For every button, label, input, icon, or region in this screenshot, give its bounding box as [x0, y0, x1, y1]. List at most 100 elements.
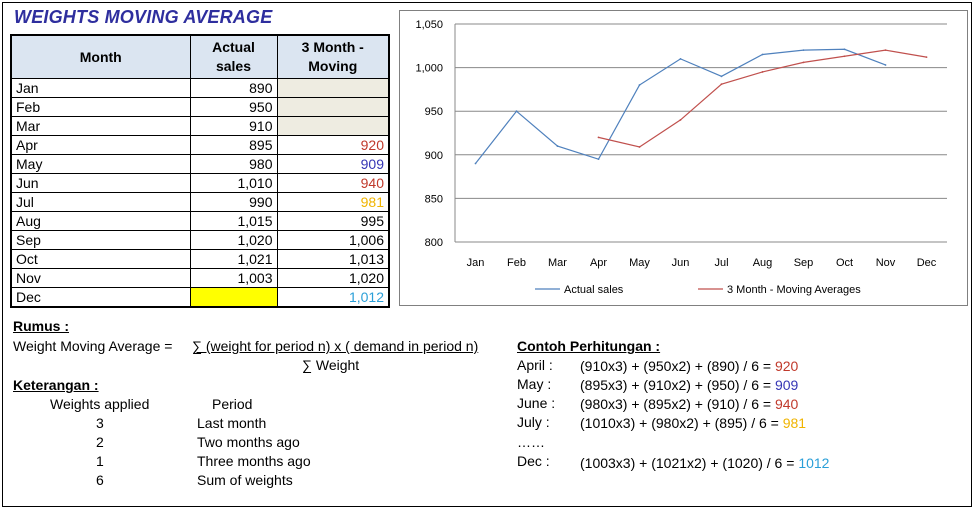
legend-label-moving-average: 3 Month - Moving Averages: [727, 284, 861, 296]
table-row: May 980 909: [10, 154, 390, 174]
cell-actual-sales[interactable]: 1,020: [189, 230, 278, 250]
x-tick-label: Feb: [507, 257, 526, 269]
cell-moving-average[interactable]: 1,013: [276, 249, 390, 269]
cell-actual-sales[interactable]: 895: [189, 135, 278, 155]
data-point: [474, 162, 477, 165]
data-point: [638, 146, 641, 148]
cell-actual-sales[interactable]: 910: [189, 116, 278, 136]
formula-denominator: ∑ Weight: [302, 357, 360, 373]
table-row: Jun 1,010 940: [10, 173, 390, 193]
cell-actual-sales[interactable]: 1,021: [189, 249, 278, 269]
table-row: Jul 990 981: [10, 192, 390, 212]
header-month[interactable]: Month: [10, 34, 191, 79]
example-result: 940: [774, 396, 799, 412]
cell-actual-sales[interactable]: [189, 287, 278, 308]
notes-col-weights: Weights applied: [50, 396, 150, 412]
header-actual-sales[interactable]: Actual sales: [189, 34, 278, 79]
formula-label: Weight Moving Average =: [13, 338, 173, 354]
cell-month[interactable]: Jun: [10, 173, 191, 193]
cell-moving-average[interactable]: 940: [276, 173, 390, 193]
cell-moving-average[interactable]: 1,012: [276, 287, 390, 308]
data-point: [597, 158, 600, 161]
cell-actual-sales[interactable]: 990: [189, 192, 278, 212]
x-tick-label: Sep: [794, 257, 814, 269]
cell-moving-average[interactable]: [276, 97, 390, 117]
data-point: [884, 49, 887, 52]
example-result: 981: [782, 415, 807, 431]
cell-actual-sales[interactable]: 950: [189, 97, 278, 117]
cell-month[interactable]: Oct: [10, 249, 191, 269]
y-tick-label: 1,000: [415, 63, 443, 75]
cell-actual-sales[interactable]: 890: [189, 78, 278, 98]
cell-actual-sales[interactable]: 1,010: [189, 173, 278, 193]
table-row: Dec 1,012: [10, 287, 390, 308]
cell-actual-sales[interactable]: 980: [189, 154, 278, 174]
cell-month[interactable]: Feb: [10, 97, 191, 117]
data-point: [761, 71, 764, 73]
cell-month[interactable]: May: [10, 154, 191, 174]
table-row: Sep 1,020 1,006: [10, 230, 390, 250]
data-point: [679, 119, 682, 121]
data-point: [720, 75, 723, 78]
cell-month[interactable]: Mar: [10, 116, 191, 136]
example-formula: (980x3) + (895x2) + (910) / 6 =: [580, 396, 775, 412]
x-tick-label: May: [629, 257, 650, 269]
data-point: [761, 53, 764, 56]
table-row: Feb 950: [10, 97, 390, 117]
y-tick-label: 1,050: [415, 19, 443, 31]
notes-period: Last month: [197, 415, 267, 431]
x-tick-label: Apr: [590, 257, 607, 269]
sheet-title: WEIGHTS MOVING AVERAGE: [14, 7, 273, 27]
cell-moving-average[interactable]: 1,006: [276, 230, 390, 250]
series-line-moving-average: [598, 49, 927, 148]
notes-period: Two months ago: [197, 434, 300, 450]
notes-weight: 2: [96, 434, 104, 450]
series-line-actual-sales: [475, 48, 886, 164]
cell-moving-average[interactable]: [276, 116, 390, 136]
table-row: Jan 890: [10, 78, 390, 98]
cell-moving-average[interactable]: 981: [276, 192, 390, 212]
example-dec-label: Dec :: [517, 453, 550, 469]
notes-period: Three months ago: [197, 453, 311, 469]
formula-heading: Rumus :: [13, 318, 69, 334]
cell-actual-sales[interactable]: 1,003: [189, 268, 278, 288]
data-point: [597, 136, 600, 139]
cell-moving-average[interactable]: 920: [276, 135, 390, 155]
example-dec-expr: (1003x3) + (1021x2) + (1020) / 6 = 1012: [580, 455, 829, 471]
table-row: Nov 1,003 1,020: [10, 268, 390, 288]
x-tick-label: Mar: [548, 257, 567, 269]
cell-month[interactable]: Apr: [10, 135, 191, 155]
example-label: May :: [517, 376, 552, 392]
cell-moving-average[interactable]: 909: [276, 154, 390, 174]
cell-month[interactable]: Jul: [10, 192, 191, 212]
cell-month[interactable]: Dec: [10, 287, 191, 308]
header-moving[interactable]: 3 Month - Moving: [276, 34, 390, 79]
cell-month[interactable]: Sep: [10, 230, 191, 250]
data-point: [638, 84, 641, 86]
notes-weight: 6: [96, 472, 104, 488]
example-expression: (895x3) + (910x2) + (950) / 6 = 909: [580, 377, 798, 393]
example-formula: (910x3) + (950x2) + (890) / 6 =: [580, 358, 775, 374]
cell-month[interactable]: Aug: [10, 211, 191, 231]
cell-actual-sales[interactable]: 1,015: [189, 211, 278, 231]
notes-col-period: Period: [212, 396, 253, 412]
cell-moving-average[interactable]: 1,020: [276, 268, 390, 288]
example-heading: Contoh Perhitungan :: [517, 338, 661, 354]
example-label: June :: [517, 395, 556, 411]
x-tick-label: Jun: [672, 257, 690, 269]
data-point: [925, 56, 928, 59]
y-tick-label: 950: [425, 106, 443, 118]
cell-month[interactable]: Jan: [10, 78, 191, 98]
example-formula: (1010x3) + (980x2) + (895) / 6 =: [580, 415, 783, 431]
example-dec-result: 1012: [798, 455, 830, 471]
cell-moving-average[interactable]: 995: [276, 211, 390, 231]
data-point: [802, 49, 805, 52]
cell-moving-average[interactable]: [276, 78, 390, 98]
header-actual-line2: sales: [215, 58, 252, 74]
notes-weight: 3: [96, 415, 104, 431]
x-tick-label: Nov: [876, 257, 896, 269]
legend-label-actual-sales: Actual sales: [564, 284, 624, 296]
data-point: [515, 110, 518, 113]
data-point: [679, 57, 682, 60]
cell-month[interactable]: Nov: [10, 268, 191, 288]
